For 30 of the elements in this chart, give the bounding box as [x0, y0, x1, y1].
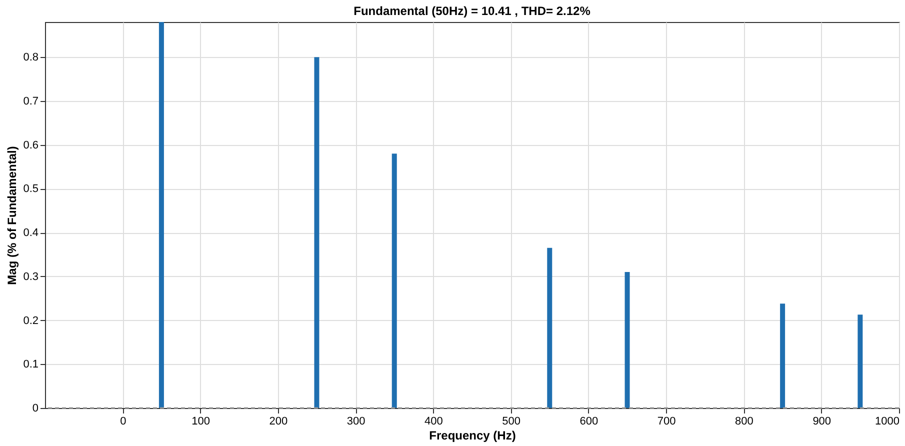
bar: [780, 304, 786, 408]
x-tick-label: 400: [424, 416, 443, 428]
x-tick-label: 300: [346, 416, 366, 428]
y-tick-label: 0: [32, 402, 38, 414]
y-tick-label: 0.7: [23, 95, 38, 108]
y-axis-title: Mag (% of Fundamental): [5, 146, 20, 285]
x-tick-label: 800: [735, 416, 754, 428]
chart-title: Fundamental (50Hz) = 10.41 , THD= 2.12%: [354, 4, 591, 18]
x-tick-label: 600: [580, 416, 598, 428]
x-tick-label: 100: [192, 416, 210, 428]
y-tick-label: 0.8: [23, 52, 38, 64]
bar: [392, 154, 397, 408]
x-axis-title: Frequency (Hz): [429, 428, 516, 442]
bar: [158, 22, 164, 408]
y-tick-label: 0.6: [23, 139, 38, 152]
bar: [624, 272, 630, 408]
bar: [314, 57, 320, 408]
bar: [858, 314, 863, 408]
y-tick-label: 0.3: [23, 270, 38, 283]
x-tick-label: 1000: [875, 416, 900, 428]
y-tick-label: 0.5: [23, 183, 38, 196]
y-tick-label: 0.1: [23, 358, 38, 371]
x-tick-label: 700: [657, 416, 676, 428]
x-tick-label: 500: [502, 416, 520, 428]
x-tick-label: 0: [120, 416, 126, 428]
y-tick-label: 0.2: [23, 314, 38, 327]
bar: [547, 248, 552, 408]
y-tick-label: 0.4: [23, 227, 38, 240]
x-tick-label: 200: [269, 416, 288, 428]
x-tick-label: 900: [812, 416, 832, 428]
